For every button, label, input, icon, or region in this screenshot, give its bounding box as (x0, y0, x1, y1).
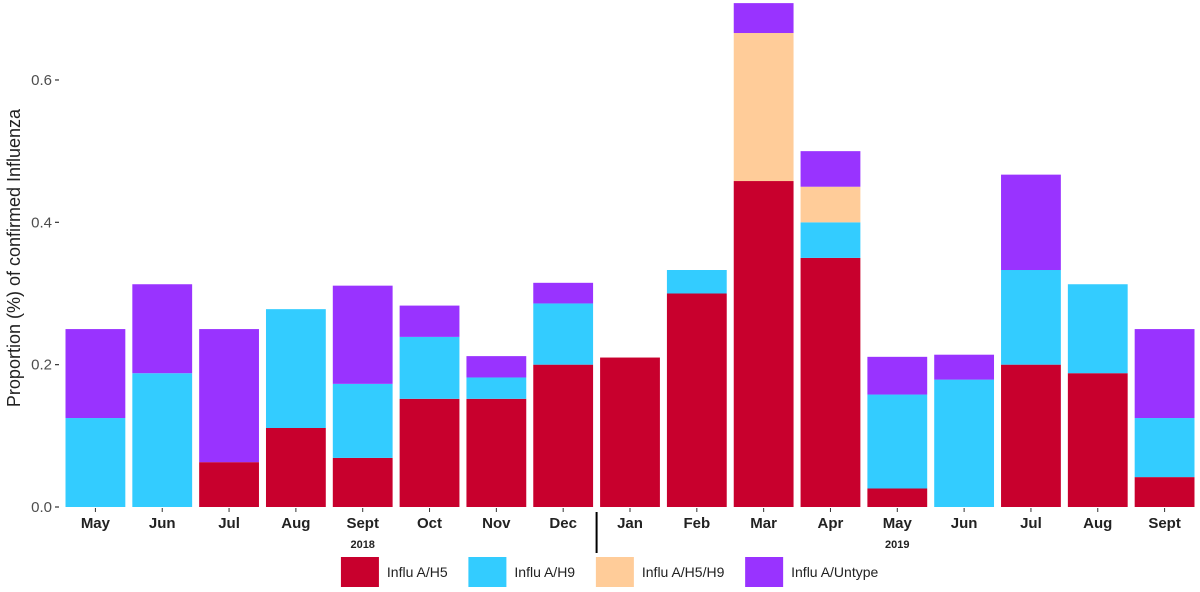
bar-aug-15-series-1 (1067, 284, 1128, 374)
bar-nov-6-series-1 (466, 377, 527, 399)
bar-aug-15-series-0 (1067, 373, 1128, 507)
bar-sept-16-series-1 (1134, 418, 1195, 478)
x-tick-label: Aug (1083, 515, 1112, 532)
bar-oct-5-series-3 (399, 305, 460, 337)
legend-label: Influ A/Untype (791, 564, 878, 580)
x-tick-label: Sept (1148, 515, 1181, 532)
x-tick-label: Nov (482, 515, 511, 532)
x-tick-label: Jun (951, 515, 978, 532)
bar-jul-2-series-0 (199, 462, 259, 507)
bar-apr-11-series-3 (800, 151, 861, 187)
y-tick-label: 0.4 (31, 214, 52, 231)
x-tick-label: Jan (617, 515, 643, 532)
x-tick-label: May (81, 515, 111, 532)
bar-mar-10-series-3 (733, 3, 794, 34)
bar-aug-3-series-1 (265, 309, 326, 428)
legend-swatch (340, 557, 379, 587)
legend-label: Influ A/H5 (387, 564, 448, 580)
legend-swatch (468, 557, 507, 587)
y-axis-title: Proportion (%) of confirmed Influenza (4, 108, 24, 407)
bar-sept-4-series-0 (332, 457, 393, 507)
bar-dec-7-series-3 (533, 282, 594, 304)
x-tick-label: Aug (281, 515, 310, 532)
bar-jun-1-series-1 (132, 373, 193, 507)
year-label: 2019 (885, 539, 909, 551)
x-tick-label: Apr (818, 515, 844, 532)
bar-oct-5-series-1 (399, 336, 460, 399)
x-tick-label: Jul (218, 515, 240, 532)
bar-jan-8-series-0 (600, 357, 660, 507)
y-tick-label: 0.2 (31, 357, 52, 374)
bar-mar-10-series-2 (733, 33, 794, 182)
bars-group (65, 3, 1195, 508)
bar-mar-10-series-0 (733, 181, 794, 508)
bar-sept-16-series-3 (1134, 329, 1195, 419)
bar-oct-5-series-0 (399, 398, 460, 507)
legend-label: Influ A/H5/H9 (642, 564, 725, 580)
bar-jul-14-series-3 (1001, 174, 1061, 271)
bar-dec-7-series-1 (533, 303, 594, 365)
y-tick-label: 0.0 (31, 499, 52, 516)
bar-jun-13-series-1 (934, 379, 995, 507)
bar-jun-1-series-3 (132, 284, 193, 374)
bar-nov-6-series-0 (466, 398, 527, 507)
bar-jul-2-series-3 (199, 329, 259, 463)
x-tick-label: Dec (549, 515, 577, 532)
bar-feb-9-series-1 (666, 270, 727, 294)
x-tick-label: Jul (1020, 515, 1042, 532)
bar-apr-11-series-2 (800, 186, 861, 223)
bar-feb-9-series-0 (666, 293, 727, 507)
legend-label: Influ A/H9 (514, 564, 575, 580)
bar-dec-7-series-0 (533, 364, 594, 507)
x-tick-label: Sept (346, 515, 379, 532)
bar-aug-3-series-0 (265, 428, 326, 507)
bar-may-0-series-3 (65, 329, 126, 419)
bar-may-12-series-1 (867, 394, 928, 489)
bar-may-12-series-3 (867, 356, 928, 395)
x-tick-label: Feb (683, 515, 710, 532)
legend-swatch (595, 557, 634, 587)
x-axis: May Jun Jul Aug Sept Oct Nov Dec Jan Feb Mar Apr May… (81, 508, 1181, 551)
year-label: 2018 (350, 539, 374, 551)
y-axis: 0.0 0.2 0.4 0.6 (31, 72, 59, 516)
x-tick-label: Jun (149, 515, 176, 532)
bar-sept-16-series-0 (1134, 477, 1195, 507)
y-tick-label: 0.6 (31, 72, 52, 89)
bar-may-12-series-0 (867, 488, 928, 507)
x-tick-label: Mar (750, 515, 777, 532)
bar-may-0-series-1 (65, 418, 126, 507)
bar-sept-4-series-3 (332, 285, 393, 384)
bar-apr-11-series-0 (800, 257, 861, 507)
x-tick-label: May (883, 515, 913, 532)
bar-sept-4-series-1 (332, 383, 393, 458)
bar-nov-6-series-3 (466, 356, 527, 378)
x-tick-label: Oct (417, 515, 442, 532)
bar-apr-11-series-1 (800, 222, 861, 258)
bar-jul-14-series-1 (1001, 270, 1061, 365)
legend-swatch (745, 557, 784, 587)
bar-jun-13-series-3 (934, 354, 995, 380)
bar-jul-14-series-0 (1001, 364, 1061, 507)
legend: Influ A/H5 Influ A/H9 Influ A/H5/H9 Influ A… (340, 557, 879, 587)
